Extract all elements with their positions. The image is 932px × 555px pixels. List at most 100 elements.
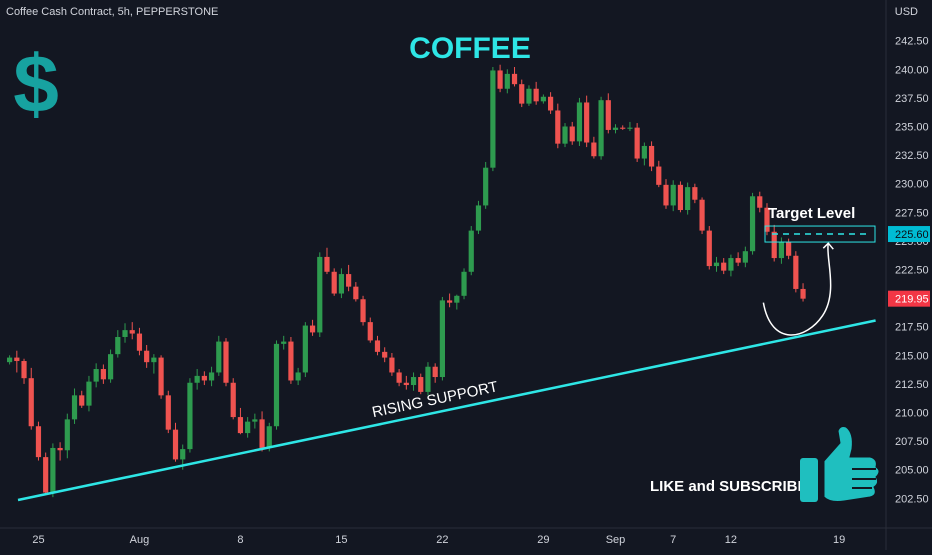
candle-body xyxy=(591,142,597,157)
candle-body xyxy=(584,102,590,143)
candle xyxy=(309,319,316,336)
candle-body xyxy=(35,426,42,458)
candle-body xyxy=(490,70,496,168)
candle xyxy=(302,322,308,378)
candle-body xyxy=(180,449,186,460)
candle xyxy=(259,411,265,452)
candle-body xyxy=(245,421,251,434)
candle-body xyxy=(115,336,121,355)
target-box xyxy=(764,225,876,243)
candle-body xyxy=(172,429,179,460)
y-tick-label: 235.00 xyxy=(895,122,929,134)
y-tick-label: 205.00 xyxy=(895,465,929,477)
candle-body xyxy=(14,357,20,362)
candle-body xyxy=(208,372,215,381)
candle xyxy=(742,246,748,268)
x-tick-label: 25 xyxy=(32,534,44,546)
candle xyxy=(685,182,691,215)
candle xyxy=(338,268,345,299)
candle xyxy=(367,317,373,343)
candle xyxy=(454,294,460,310)
candle xyxy=(115,330,121,358)
candle xyxy=(216,335,222,376)
rising-support-line xyxy=(17,319,876,502)
candle xyxy=(122,323,128,343)
candle xyxy=(14,350,20,373)
candle-body xyxy=(374,340,381,352)
candle xyxy=(526,85,532,106)
candle-body xyxy=(648,145,655,167)
candle xyxy=(273,340,280,430)
candle-body xyxy=(713,262,720,267)
candle-body xyxy=(151,357,157,363)
candle-body xyxy=(425,366,431,392)
candle-body xyxy=(634,127,640,159)
candle xyxy=(598,96,604,160)
candle-body xyxy=(742,251,748,263)
candle-body xyxy=(331,271,337,294)
candle xyxy=(555,103,561,149)
candle-body xyxy=(252,419,258,422)
candle xyxy=(418,373,424,395)
candle xyxy=(187,378,193,453)
y-tick-label: 227.50 xyxy=(895,207,929,219)
candle xyxy=(252,413,258,429)
candle xyxy=(158,355,164,399)
candle-body xyxy=(800,288,806,299)
candle-body xyxy=(555,110,561,144)
candle-body xyxy=(605,100,611,130)
candle xyxy=(281,335,287,350)
candle-body xyxy=(786,242,792,256)
y-tick-label: 207.50 xyxy=(895,436,929,448)
candle-body xyxy=(439,300,445,378)
candles-layer xyxy=(7,64,806,498)
candle-body xyxy=(547,96,554,111)
candle xyxy=(144,345,150,368)
candle-body xyxy=(86,381,92,406)
candle-body xyxy=(302,325,308,373)
candle xyxy=(43,452,49,495)
candle xyxy=(771,224,777,262)
candle xyxy=(468,226,474,276)
candle xyxy=(71,388,78,424)
candle-body xyxy=(721,262,727,271)
candle-body xyxy=(504,73,510,89)
candle xyxy=(353,282,359,302)
candle xyxy=(612,124,619,134)
candle xyxy=(735,252,741,267)
candle xyxy=(511,67,518,87)
candle xyxy=(194,369,200,390)
candle-body xyxy=(295,372,301,381)
candle-body xyxy=(237,417,244,434)
y-tick-label: 237.50 xyxy=(895,93,929,105)
candle-body xyxy=(793,255,799,289)
candle xyxy=(86,375,92,412)
last-price-tag xyxy=(888,290,930,307)
candle-body xyxy=(100,369,106,380)
candle-body xyxy=(670,184,676,206)
candle-body xyxy=(346,274,352,287)
candle-body xyxy=(735,258,741,263)
candle xyxy=(627,121,633,132)
x-tick-label: 22 xyxy=(436,534,448,546)
candle xyxy=(576,97,583,146)
candle-body xyxy=(403,382,409,386)
candle-body xyxy=(367,322,373,341)
dollar-icon: $ xyxy=(13,39,59,130)
candle-body xyxy=(324,256,330,272)
symbol-header: Coffee Cash Contract, 5h, PEPPERSTONE xyxy=(6,6,219,18)
candle-body xyxy=(122,330,128,337)
projection-curve xyxy=(762,243,832,336)
candle-body xyxy=(259,419,265,448)
candle-body xyxy=(144,350,150,363)
candle-body xyxy=(778,242,785,259)
y-tick-label: 222.50 xyxy=(895,265,929,277)
y-tick-label: 210.00 xyxy=(895,408,929,420)
candle xyxy=(172,422,179,462)
candle-body xyxy=(511,73,518,85)
candle xyxy=(432,363,438,383)
candle xyxy=(230,378,236,420)
